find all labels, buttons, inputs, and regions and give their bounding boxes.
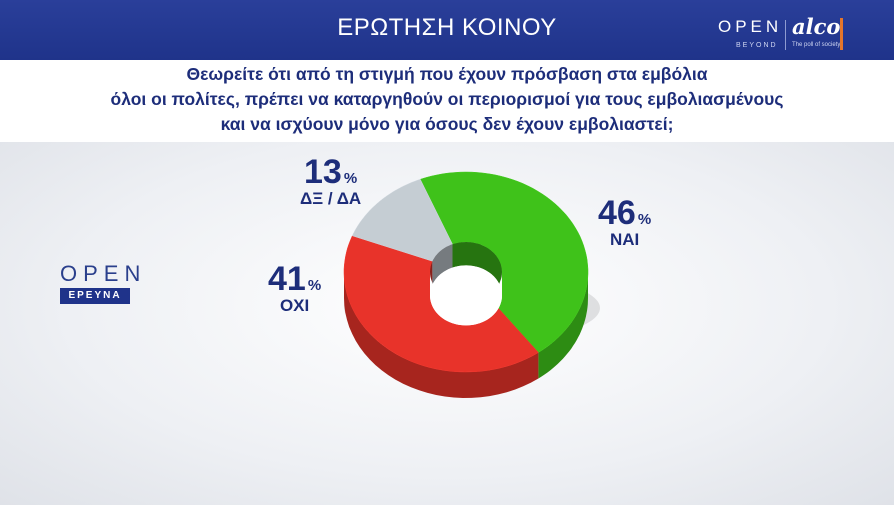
question-line: όλοι οι πολίτες, πρέπει να καταργηθούν ο… <box>110 89 784 109</box>
unit-label: % <box>343 170 358 187</box>
header-title: ΕΡΩΤΗΣΗ ΚΟΙΝΟΥ <box>337 14 557 41</box>
slice-inner-2 <box>432 244 453 285</box>
category-label-yes: ΝΑΙ <box>609 230 640 249</box>
slice-side-1 <box>344 272 539 398</box>
alco-accent-bar <box>840 18 843 50</box>
label-no: 41% ΟΧΙ <box>268 262 321 316</box>
value-label-no: 41 <box>268 260 306 298</box>
category-label-dk: ΔΞ / ΔΑ <box>300 189 362 208</box>
open-ereyna-logo: OPEN ΕΡΕΥΝΑ <box>60 263 146 304</box>
question-line: και να ισχύουν μόνο για όσους δεν έχουν … <box>220 114 674 134</box>
ereyna-badge: ΕΡΕΥΝΑ <box>60 288 130 304</box>
value-label-dk: 13 <box>304 153 342 191</box>
donut-hole-front <box>430 272 502 326</box>
question-text: Θεωρείτε ότι από τη στιγμή που έχουν πρό… <box>0 62 894 137</box>
slice-inner-0 <box>452 242 502 296</box>
header-bar: ΕΡΩΤΗΣΗ ΚΟΙΝΟΥ OPEN BEYOND alco The poll… <box>0 0 894 60</box>
alco-tagline: The poll of society <box>792 42 841 48</box>
unit-label: % <box>307 277 322 294</box>
logo-divider <box>785 20 786 50</box>
question-band <box>0 60 894 142</box>
question-line: Θεωρείτε ότι από τη στιγμή που έχουν πρό… <box>186 64 708 84</box>
slice-side-0 <box>538 272 588 379</box>
unit-label: % <box>637 211 652 228</box>
alco-logo: alco <box>792 14 841 39</box>
beyond-tagline: BEYOND <box>736 42 778 49</box>
category-label-no: ΟΧΙ <box>279 296 310 315</box>
open-logo: OPEN <box>718 17 783 36</box>
open-logo-text: OPEN <box>60 261 147 286</box>
label-dk: 13% ΔΞ / ΔΑ <box>300 155 361 209</box>
value-label-yes: 46 <box>598 194 636 232</box>
label-yes: 46% ΝΑΙ <box>598 196 651 250</box>
